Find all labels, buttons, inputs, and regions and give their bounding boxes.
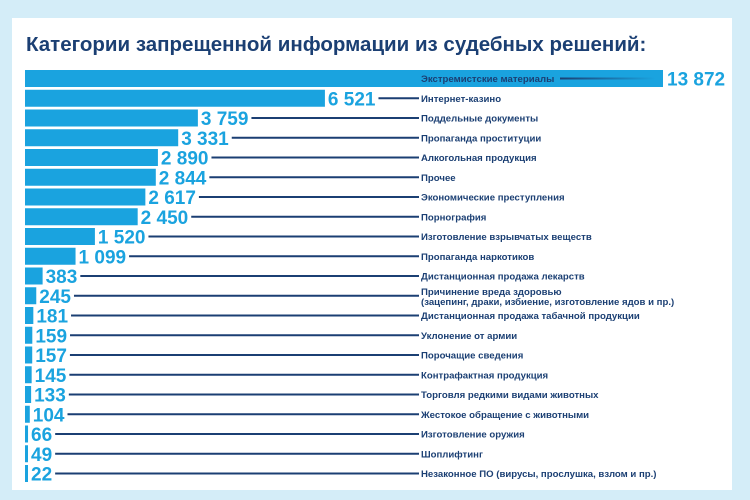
value-label: 2 450 xyxy=(141,208,189,229)
category-label: Изготовление оружия xyxy=(421,430,525,441)
value-label: 2 844 xyxy=(159,168,207,189)
bar xyxy=(25,425,29,443)
category-label: Поддельные документы xyxy=(421,114,538,125)
bar xyxy=(25,465,28,482)
bar xyxy=(25,326,33,344)
value-label: 383 xyxy=(46,267,78,288)
bar xyxy=(25,405,30,423)
value-label: 6 521 xyxy=(328,89,376,110)
category-label: Уклонение от армии xyxy=(421,331,517,342)
category-label: Экономические преступления xyxy=(421,193,565,204)
category-label: Жестокое обращение с животными xyxy=(420,410,589,421)
bar xyxy=(25,109,198,127)
value-label: 145 xyxy=(35,366,67,387)
category-label: Дистанционная продажа лекарств xyxy=(421,272,585,283)
value-label: 1 099 xyxy=(79,247,127,268)
value-label: 133 xyxy=(34,386,66,407)
category-label: Порнография xyxy=(421,212,486,223)
bar xyxy=(25,445,28,463)
category-label: Торговля редкими видами животных xyxy=(421,390,599,401)
bar xyxy=(25,307,34,324)
category-label: Дистанционная продажа табачной продукции xyxy=(421,311,640,322)
bar xyxy=(25,228,95,245)
value-label: 181 xyxy=(36,307,68,328)
category-label: Интернет-казино xyxy=(421,94,501,105)
value-label: 159 xyxy=(35,326,67,347)
category-label: Шоплифтинг xyxy=(421,449,483,460)
value-label: 157 xyxy=(35,346,67,367)
chart-title: Категории запрещенной информации из суде… xyxy=(26,33,647,56)
category-label: Порочащие сведения xyxy=(421,351,523,362)
value-label: 3 759 xyxy=(201,109,249,130)
bar xyxy=(25,366,32,384)
category-label: Контрафактная продукция xyxy=(421,370,548,381)
bar xyxy=(25,168,156,186)
bar xyxy=(25,188,146,206)
value-label: 2 890 xyxy=(161,149,209,170)
value-label: 104 xyxy=(33,405,65,426)
bar xyxy=(25,386,32,403)
value-label: 1 520 xyxy=(98,228,146,249)
bar xyxy=(25,346,33,364)
category-label: Незаконное ПО (вирусы, прослушка, взлом … xyxy=(421,469,657,480)
value-label: 49 xyxy=(31,445,52,466)
category-label: Пропаганда проституции xyxy=(421,133,541,144)
value-label: 22 xyxy=(31,465,52,486)
category-label: Пропаганда наркотиков xyxy=(421,252,534,263)
bar xyxy=(25,208,138,226)
bar xyxy=(25,89,325,107)
bar xyxy=(25,287,37,305)
category-label: Изготовление взрывчатых веществ xyxy=(421,232,592,243)
category-label: Алкогольная продукция xyxy=(421,153,537,164)
category-label: Прочее xyxy=(421,173,456,184)
bar xyxy=(25,267,43,285)
value-label: 66 xyxy=(31,425,52,446)
bar xyxy=(25,70,663,87)
value-label: 3 331 xyxy=(181,129,229,150)
bar xyxy=(25,149,158,166)
leader-line xyxy=(560,77,655,80)
value-label: 245 xyxy=(39,287,71,308)
category-label: Причинение вреда здоровью (зацепинг, драк… xyxy=(421,287,674,308)
value-label: 13 872 xyxy=(667,70,725,91)
bar xyxy=(25,129,179,147)
category-label: Экстремистские материалы xyxy=(421,74,554,85)
bar xyxy=(25,247,76,265)
value-label: 2 617 xyxy=(148,188,196,209)
